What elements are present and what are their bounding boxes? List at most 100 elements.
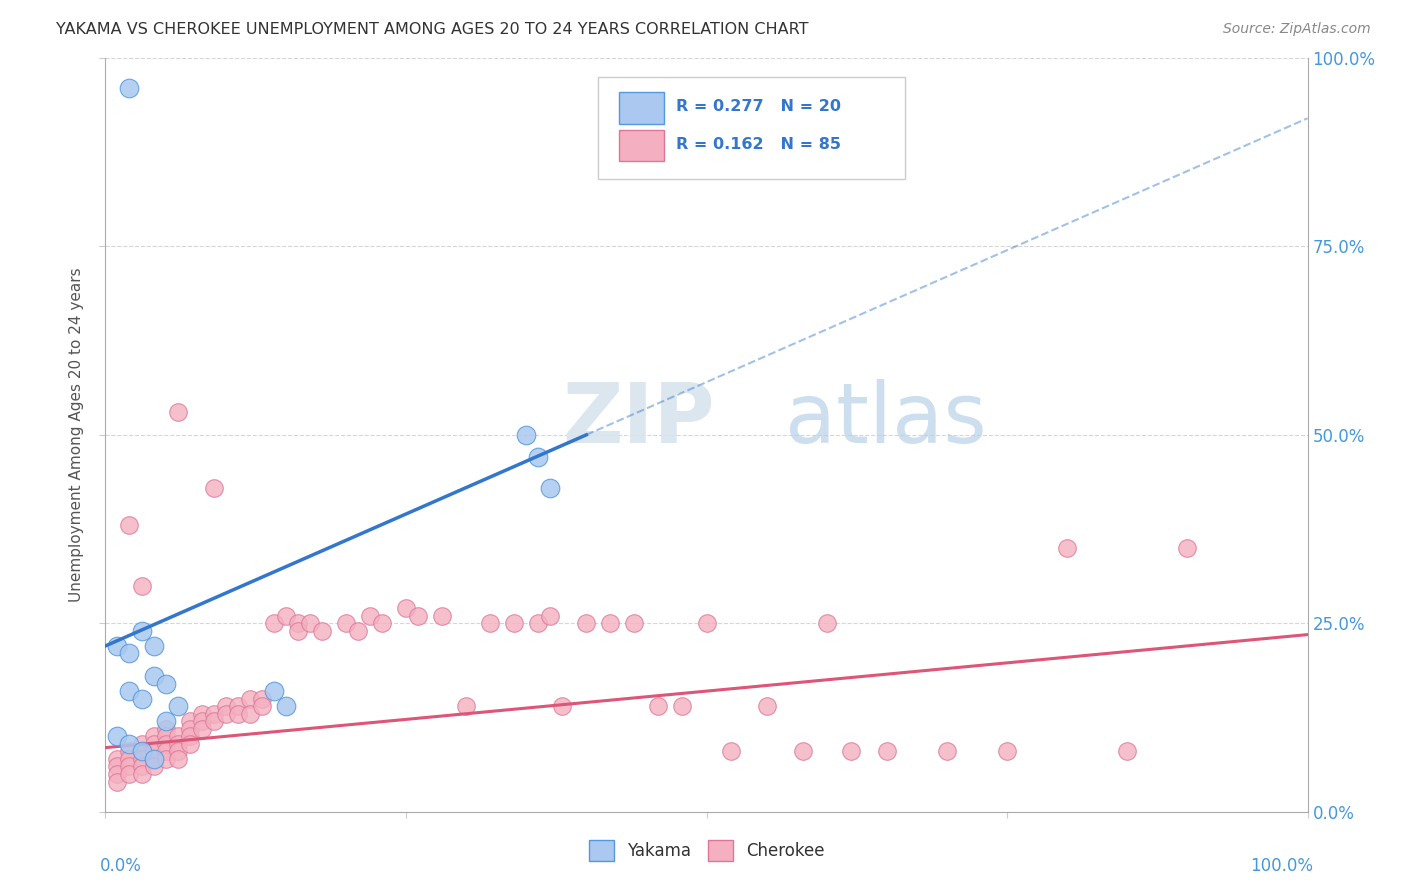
Bar — [619, 92, 665, 124]
Point — [179, 722, 201, 736]
Point — [274, 699, 297, 714]
Point — [118, 737, 141, 751]
Point — [155, 676, 177, 690]
Point — [599, 616, 621, 631]
Text: 100.0%: 100.0% — [1250, 857, 1313, 875]
Point — [515, 428, 537, 442]
Point — [371, 616, 394, 631]
Point — [214, 699, 236, 714]
Point — [720, 744, 742, 758]
Point — [430, 608, 453, 623]
Point — [527, 450, 550, 465]
Point — [671, 699, 693, 714]
Point — [179, 737, 201, 751]
Point — [131, 752, 153, 766]
Point — [395, 601, 418, 615]
Point — [696, 616, 718, 631]
Point — [1175, 541, 1198, 555]
Point — [142, 744, 165, 758]
Point — [347, 624, 370, 638]
Point — [131, 737, 153, 751]
Point — [274, 608, 297, 623]
Point — [131, 624, 153, 638]
Text: R = 0.162   N = 85: R = 0.162 N = 85 — [676, 137, 841, 153]
Point — [142, 669, 165, 683]
Point — [263, 684, 285, 698]
Point — [107, 767, 129, 781]
Point — [755, 699, 778, 714]
Point — [118, 759, 141, 773]
Point — [479, 616, 502, 631]
Point — [454, 699, 477, 714]
Point — [287, 624, 309, 638]
Point — [311, 624, 333, 638]
Point — [287, 616, 309, 631]
Point — [179, 714, 201, 729]
Text: R = 0.277   N = 20: R = 0.277 N = 20 — [676, 100, 841, 114]
Point — [131, 691, 153, 706]
Point — [155, 752, 177, 766]
Point — [166, 405, 188, 419]
Point — [142, 737, 165, 751]
Point — [107, 759, 129, 773]
Point — [118, 647, 141, 661]
Point — [263, 616, 285, 631]
Point — [166, 730, 188, 744]
Point — [118, 744, 141, 758]
Point — [792, 744, 814, 758]
Point — [166, 699, 188, 714]
Point — [876, 744, 898, 758]
Point — [107, 730, 129, 744]
Point — [118, 518, 141, 533]
Point — [250, 699, 273, 714]
Point — [527, 616, 550, 631]
Point — [298, 616, 321, 631]
Point — [155, 730, 177, 744]
Point — [226, 706, 249, 721]
Point — [131, 744, 153, 758]
Point — [647, 699, 669, 714]
Point — [142, 730, 165, 744]
Point — [239, 691, 262, 706]
Point — [107, 752, 129, 766]
Point — [131, 579, 153, 593]
Point — [538, 481, 561, 495]
Point — [131, 759, 153, 773]
Text: atlas: atlas — [785, 379, 987, 460]
Point — [118, 81, 141, 95]
Point — [815, 616, 838, 631]
Point — [995, 744, 1018, 758]
Point — [131, 744, 153, 758]
Point — [155, 737, 177, 751]
Point — [142, 639, 165, 653]
FancyBboxPatch shape — [599, 77, 905, 178]
Point — [1056, 541, 1078, 555]
Point — [190, 714, 212, 729]
Point — [551, 699, 574, 714]
Point — [118, 684, 141, 698]
Point — [335, 616, 357, 631]
Text: ZIP: ZIP — [562, 379, 714, 460]
Point — [190, 722, 212, 736]
Point — [142, 752, 165, 766]
Point — [214, 706, 236, 721]
Point — [118, 767, 141, 781]
Point — [155, 714, 177, 729]
Point — [155, 722, 177, 736]
Point — [179, 730, 201, 744]
Point — [202, 714, 225, 729]
Point — [250, 691, 273, 706]
Point — [166, 744, 188, 758]
Y-axis label: Unemployment Among Ages 20 to 24 years: Unemployment Among Ages 20 to 24 years — [69, 268, 84, 602]
Point — [538, 608, 561, 623]
Point — [406, 608, 429, 623]
Point — [107, 639, 129, 653]
Legend: Yakama, Cherokee: Yakama, Cherokee — [582, 834, 831, 867]
Point — [155, 744, 177, 758]
Point — [575, 616, 598, 631]
Bar — [619, 129, 665, 161]
Point — [118, 752, 141, 766]
Point — [202, 706, 225, 721]
Point — [239, 706, 262, 721]
Point — [190, 706, 212, 721]
